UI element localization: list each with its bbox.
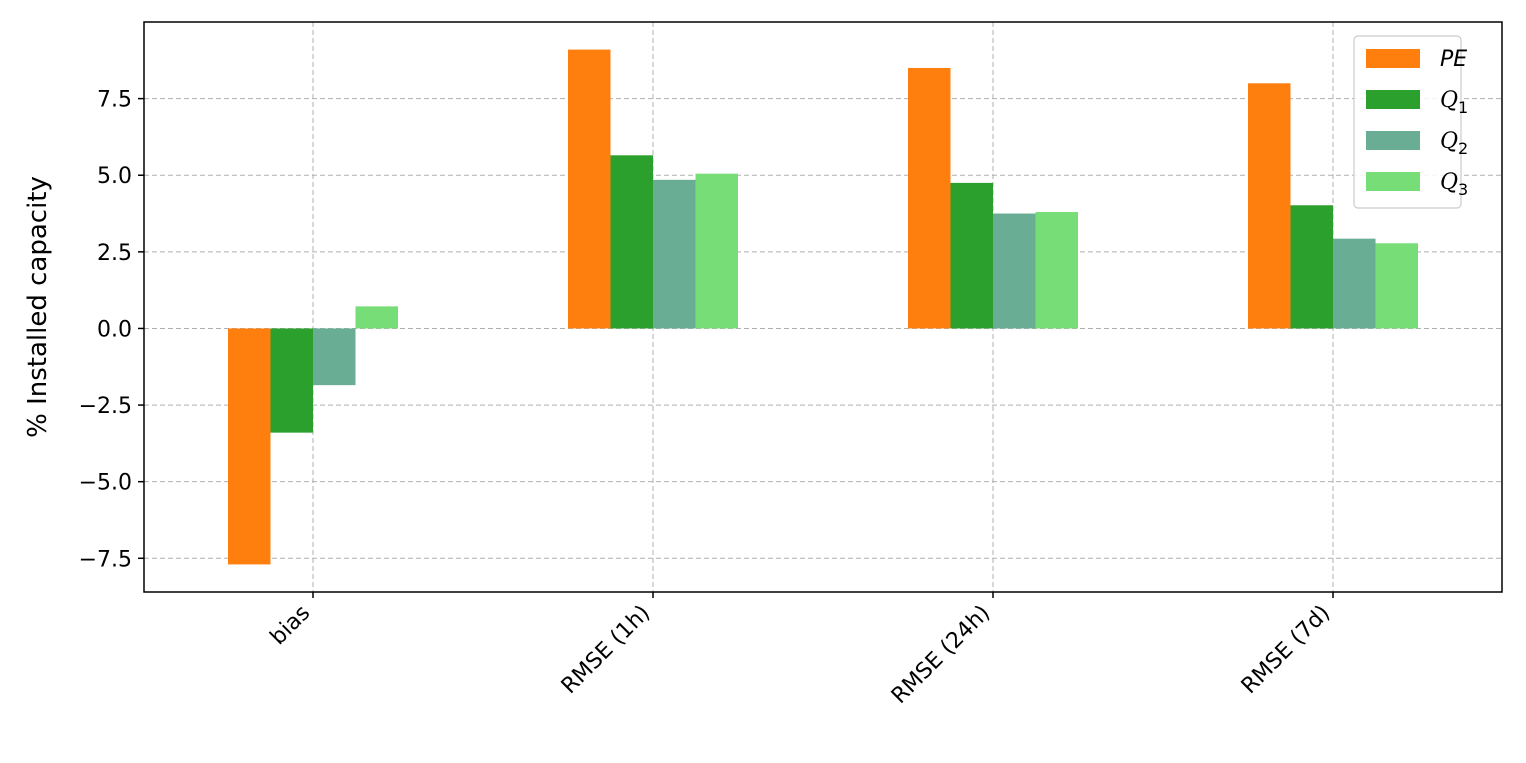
- bar: [568, 49, 611, 329]
- bar: [1035, 212, 1078, 329]
- legend-swatch: [1366, 131, 1420, 150]
- legend: PE Q1 Q2 Q3: [1353, 35, 1468, 209]
- y-axis-ticks: −7.5 −5.0 −2.5 0.0 2.5 5.0 7.5: [79, 88, 144, 572]
- bar: [228, 328, 271, 565]
- legend-swatch: [1366, 90, 1420, 109]
- x-tick-label: RMSE (7d): [1237, 601, 1335, 699]
- x-axis-ticks: bias RMSE (1h) RMSE (24h) RMSE (7d): [266, 592, 1335, 709]
- x-tick-label: bias: [266, 601, 316, 651]
- legend-label: PE: [1440, 47, 1467, 72]
- legend-swatch: [1366, 49, 1420, 68]
- y-tick-label: 2.5: [97, 241, 132, 266]
- bar: [313, 328, 356, 386]
- y-tick-label: 0.0: [97, 317, 132, 342]
- bar: [695, 173, 738, 329]
- legend-swatch: [1366, 172, 1420, 191]
- x-tick-label: RMSE (1h): [557, 601, 655, 699]
- y-tick-label: −7.5: [79, 547, 132, 572]
- y-axis-label: % Installed capacity: [23, 176, 53, 438]
- bar: [610, 155, 653, 329]
- legend-label: Q2: [1440, 129, 1468, 158]
- bar: [908, 67, 951, 329]
- bar: [1248, 83, 1291, 329]
- bar: [993, 213, 1036, 329]
- legend-label: Q3: [1440, 170, 1468, 199]
- bar: [355, 306, 398, 329]
- legend-box: [1353, 35, 1462, 209]
- bar: [270, 328, 313, 433]
- y-tick-label: −2.5: [79, 394, 132, 419]
- bar: [1290, 205, 1333, 329]
- bar: [1333, 238, 1376, 329]
- bar: [950, 182, 993, 329]
- plot-area-frame: [143, 21, 1503, 593]
- legend-label: Q1: [1440, 88, 1468, 117]
- x-tick-label: RMSE (24h): [887, 601, 995, 709]
- y-tick-label: 5.0: [97, 164, 132, 189]
- bar: [1375, 243, 1418, 329]
- y-tick-label: −5.0: [79, 471, 132, 496]
- bars: [228, 49, 1418, 565]
- bar: [653, 179, 696, 329]
- y-tick-label: 7.5: [97, 88, 132, 113]
